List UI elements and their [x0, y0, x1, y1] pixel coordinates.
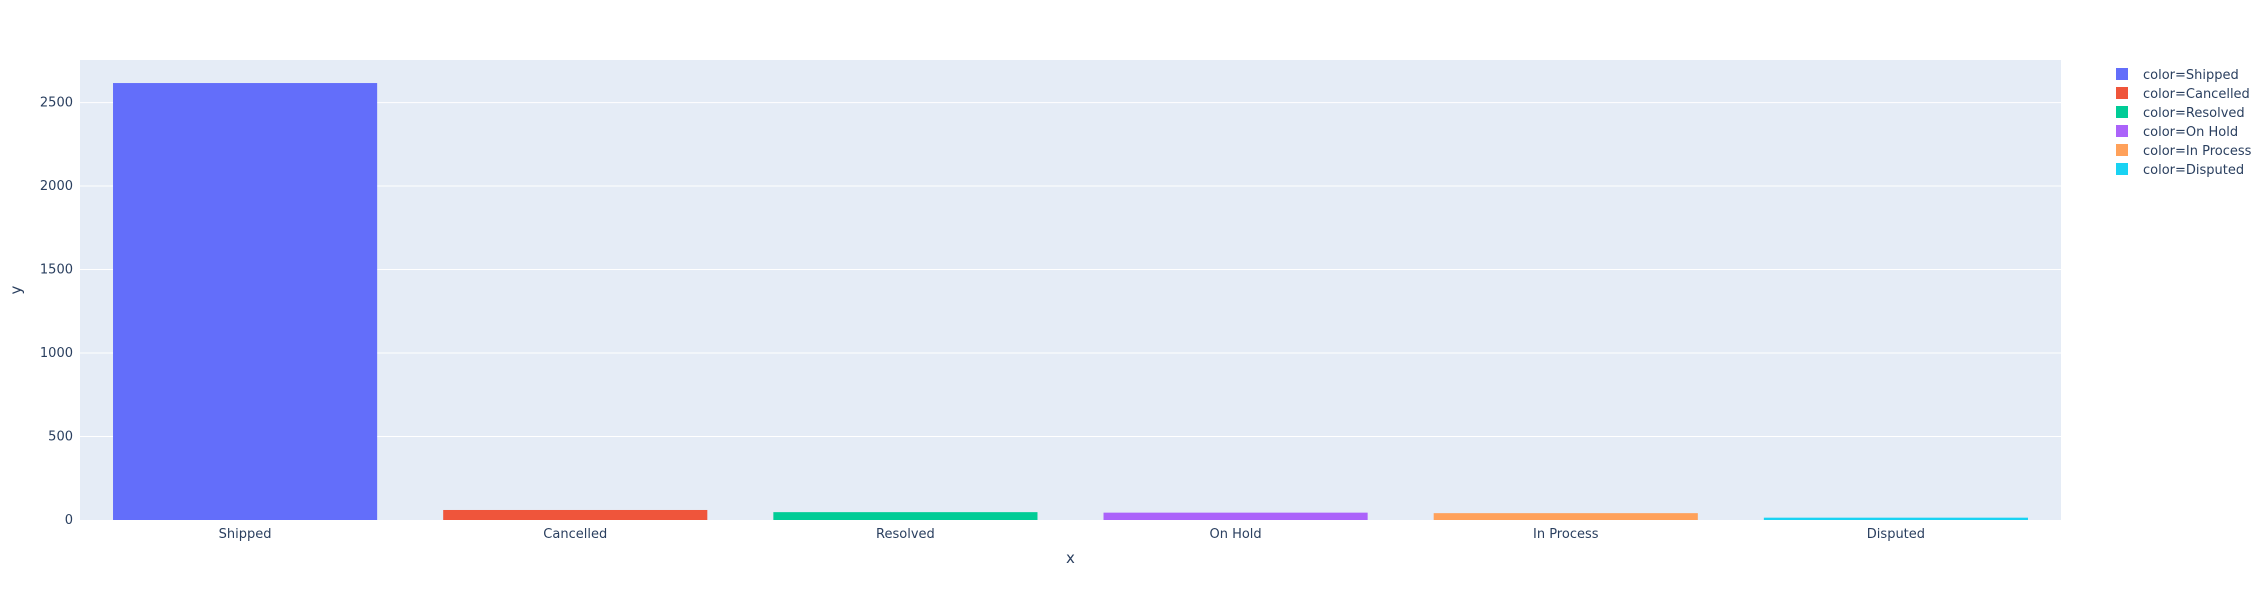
x-axis-ticks: Shipped Cancelled Resolved On Hold In Proces… — [219, 527, 1925, 542]
x-tick-label: Disputed — [1867, 527, 1925, 542]
legend-label: color=On Hold — [2143, 125, 2238, 140]
legend-item[interactable]: color=Shipped — [2116, 68, 2239, 83]
legend: color=Shipped color=Cancelled color=Resolv… — [2116, 68, 2252, 178]
legend-swatch — [2116, 87, 2128, 99]
legend-label: color=Cancelled — [2143, 87, 2250, 102]
y-tick-label: 500 — [48, 430, 73, 445]
y-axis-title: y — [7, 285, 25, 294]
legend-swatch — [2116, 68, 2128, 80]
bar-resolved — [773, 512, 1038, 520]
y-tick-label: 1000 — [40, 346, 73, 361]
legend-label: color=In Process — [2143, 144, 2252, 159]
legend-swatch — [2116, 125, 2128, 137]
legend-label: color=Resolved — [2143, 106, 2245, 121]
y-tick-label: 1500 — [40, 263, 73, 278]
legend-swatch — [2116, 163, 2128, 175]
bar-shipped — [113, 83, 378, 520]
legend-swatch — [2116, 144, 2128, 156]
y-axis-ticks: 0 500 1000 1500 2000 2500 — [40, 96, 73, 528]
bars — [113, 83, 2028, 520]
legend-item[interactable]: color=On Hold — [2116, 125, 2238, 140]
x-tick-label: Resolved — [876, 527, 935, 542]
plot-area — [80, 60, 2061, 520]
bar-in-process — [1433, 513, 1698, 520]
bar-disputed — [1763, 517, 2028, 520]
y-tick-label: 0 — [65, 513, 73, 528]
legend-label: color=Disputed — [2143, 163, 2244, 178]
bar-cancelled — [443, 509, 708, 520]
x-tick-label: Shipped — [219, 527, 272, 542]
legend-swatch — [2116, 106, 2128, 118]
gridlines — [80, 102, 2061, 438]
x-tick-label: In Process — [1533, 527, 1599, 542]
x-axis-title: x — [1066, 549, 1075, 567]
legend-item[interactable]: color=Resolved — [2116, 106, 2245, 121]
bar-on-hold — [1103, 512, 1368, 520]
legend-label: color=Shipped — [2143, 68, 2239, 83]
legend-item[interactable]: color=In Process — [2116, 144, 2252, 159]
y-tick-label: 2500 — [40, 96, 73, 111]
x-tick-label: Cancelled — [543, 527, 607, 542]
x-tick-label: On Hold — [1209, 527, 1261, 542]
y-tick-label: 2000 — [40, 179, 73, 194]
legend-item[interactable]: color=Cancelled — [2116, 87, 2250, 102]
legend-item[interactable]: color=Disputed — [2116, 163, 2244, 178]
